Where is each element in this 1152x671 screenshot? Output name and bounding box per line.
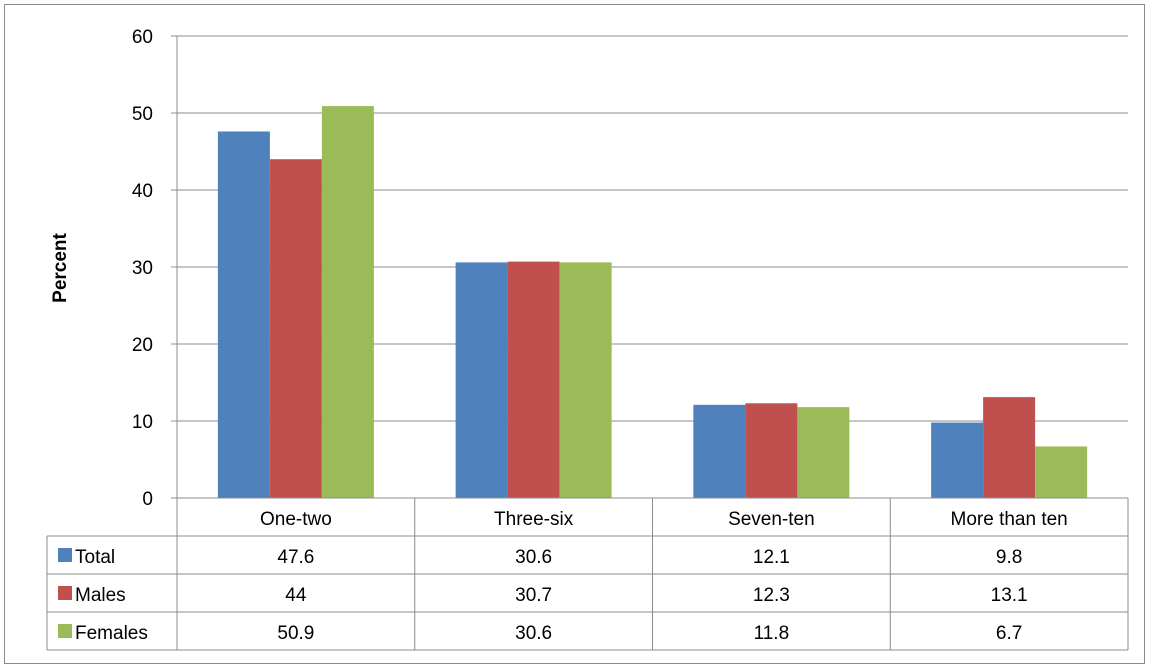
bars [217,106,1088,499]
y-tick-label: 30 [132,258,153,279]
category-label: Three-six [494,509,574,530]
bar-females-3 [797,407,850,498]
data-label: 12.1 [753,547,790,568]
data-label: 47.6 [277,547,314,568]
data-label: 30.7 [515,585,552,606]
y-tick-label: 10 [132,412,153,433]
bar-females-2 [559,262,612,498]
legend-key-females [58,624,72,638]
y-tick-label: 60 [132,27,153,48]
chart-frame [4,4,1145,664]
y-tick-label: 0 [142,489,153,510]
data-label: 9.8 [996,547,1022,568]
data-label: 30.6 [515,547,552,568]
legend-key-total [58,548,72,562]
bar-total-2 [455,262,508,498]
category-label: Seven-ten [728,509,815,530]
bar-females-1 [321,106,374,498]
data-label: 50.9 [277,623,314,644]
data-label: 44 [285,585,307,606]
axes [171,35,178,499]
data-label: 12.3 [753,585,790,606]
data-label: 6.7 [996,623,1022,644]
bar-males-3 [745,403,798,498]
bar-total-4 [931,422,984,498]
bar-total-1 [217,131,270,499]
data-table: One-two Three-six Seven-ten More than ten To… [46,497,1129,651]
series-name: Females [75,623,148,644]
y-axis-label: Percent [50,232,71,302]
data-label: 11.8 [754,623,790,644]
bar-males-4 [983,397,1036,498]
data-label: 30.6 [515,623,552,644]
y-tick-label: 20 [132,335,153,356]
bar-males-1 [269,159,322,498]
y-tick-label: 50 [132,104,153,125]
bar-females-4 [1035,446,1088,498]
data-label: 13.1 [991,585,1028,606]
bar-total-3 [693,404,746,498]
series-name: Total [75,547,115,568]
y-tick-label: 40 [132,181,153,202]
bar-males-2 [507,261,560,498]
legend-key-males [58,586,72,600]
series-name: Males [75,585,126,606]
category-label: One-two [260,509,332,530]
y-tick-labels: 0 10 20 30 40 50 60 [132,27,153,510]
category-label: More than ten [951,509,1068,530]
